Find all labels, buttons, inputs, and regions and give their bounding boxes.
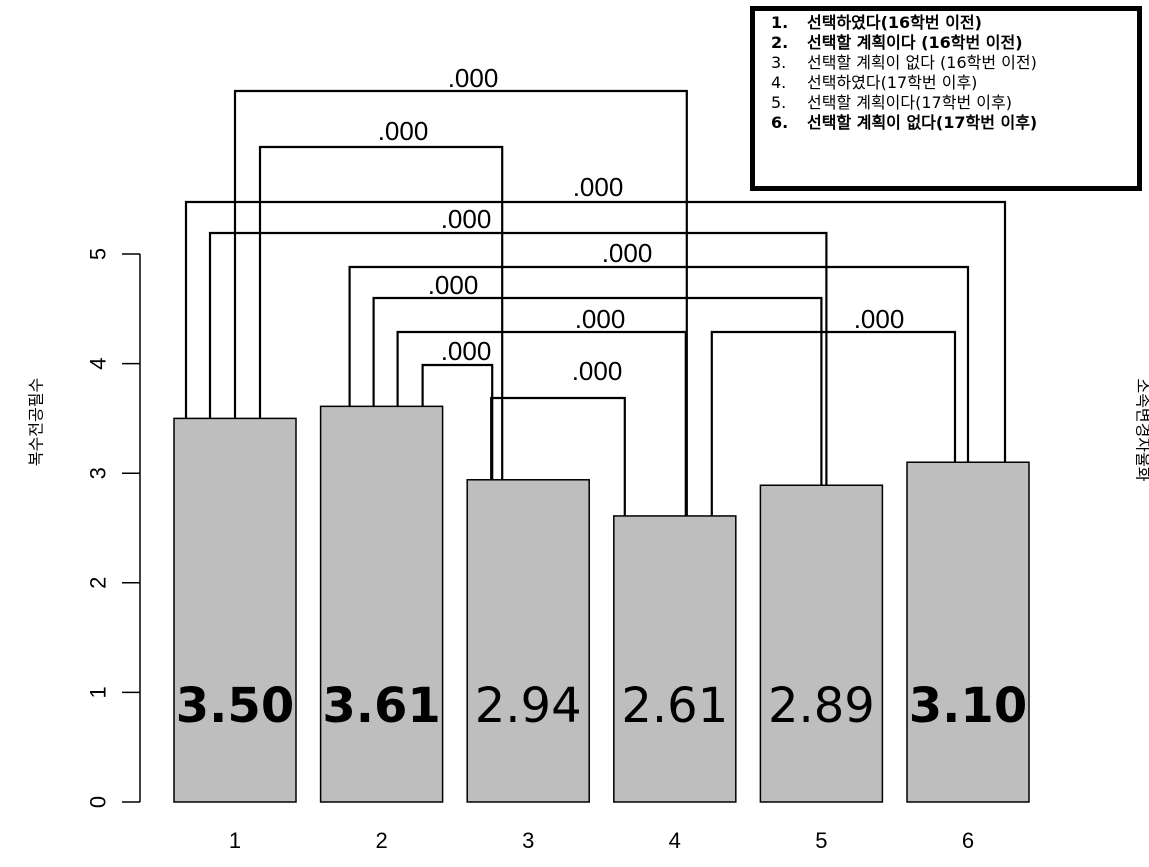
comparison-bracket [710, 330, 957, 516]
legend-item-label: 선택할 계획이다(17학번 이후) [807, 93, 1012, 112]
legend-item-number: 2. [771, 33, 789, 52]
legend-item: 2. 선택할 계획이다 (16학번 이전) [771, 33, 1131, 53]
legend-item-number: 6. [771, 113, 789, 132]
labels: 3.50 1 3.61 2 2.94 3 2.61 4 2.89 5 3.10 6 .000 .000 .0… [176, 63, 1027, 853]
bar-value-label: 2.89 [768, 678, 875, 734]
y-axis-title: 복수전공필수 [27, 378, 46, 466]
p-value-label: .000 [572, 356, 623, 386]
legend-item-number: 1. [771, 13, 789, 32]
x-tick-label: 2 [375, 828, 387, 853]
legend-item: 1. 선택하였다(16학번 이전) [771, 13, 1131, 33]
bar [906, 461, 1030, 803]
p-value-label: .000 [602, 238, 653, 268]
legend-item: 6. 선택할 계획이 없다(17학번 이후) [771, 113, 1131, 133]
bar [173, 417, 297, 803]
bar-value-label: 2.61 [621, 678, 728, 734]
legend-item-label: 선택할 계획이 없다(17학번 이후) [807, 113, 1038, 132]
legend-item-number: 5. [771, 93, 787, 112]
comparison-bracket [184, 200, 1007, 463]
bar-value-label: 3.50 [176, 678, 294, 734]
comparison-bracket [233, 89, 688, 516]
x-tick-label: 5 [815, 828, 827, 853]
bar-value-label: 3.10 [909, 678, 1027, 734]
y-tick-label: 5 [86, 248, 111, 260]
legend-item-label: 선택할 계획이 없다 (16학번 이전) [807, 53, 1037, 72]
p-value-label: .000 [573, 172, 624, 202]
comparison-bracket [348, 265, 970, 463]
p-value-label: .000 [378, 116, 429, 146]
legend-item: 3. 선택할 계획이 없다 (16학번 이전) [771, 53, 1131, 73]
legend-item-label: 선택하였다(17학번 이후) [807, 73, 978, 92]
bar [613, 515, 737, 803]
p-value-label: .000 [441, 336, 492, 366]
x-tick-label: 4 [669, 828, 681, 853]
bar-value-label: 2.94 [475, 678, 582, 734]
right-axis-title: 소속변경자율화 [1134, 378, 1149, 481]
p-value-label: .000 [428, 270, 479, 300]
bar [319, 405, 444, 803]
legend-item-number: 3. [771, 53, 787, 72]
p-value-label: .000 [854, 304, 905, 334]
legend-item: 5. 선택할 계획이다(17학번 이후) [771, 93, 1131, 113]
legend-item-label: 선택하였다(16학번 이전) [807, 13, 982, 32]
legend-item: 4. 선택하였다(17학번 이후) [771, 73, 1131, 93]
y-tick-label: 1 [86, 686, 111, 698]
comparison-brackets [184, 89, 1007, 516]
comparison-bracket [490, 396, 626, 516]
bar [759, 484, 884, 803]
x-tick-label: 3 [522, 828, 534, 853]
x-tick-label: 6 [962, 828, 974, 853]
y-tick-label: 0 [86, 796, 111, 808]
legend-list: 1. 선택하였다(16학번 이전) 2. 선택할 계획이다 (16학번 이전) 3. 선택… [771, 13, 1131, 133]
y-tick-label: 4 [86, 357, 111, 369]
x-tick-label: 1 [229, 828, 241, 853]
p-value-label: .000 [575, 304, 626, 334]
comparison-bracket [396, 330, 687, 516]
y-tick-label: 3 [86, 467, 111, 479]
comparison-bracket [372, 296, 823, 486]
comparison-bracket [258, 145, 504, 480]
legend: 1. 선택하였다(16학번 이전) 2. 선택할 계획이다 (16학번 이전) 3. 선택… [750, 6, 1142, 191]
legend-item-number: 4. [771, 73, 787, 92]
y-axis: 0 1 2 3 4 5 복수전공필수 소속변경자율화 [27, 248, 1149, 808]
y-tick-label: 2 [86, 577, 111, 589]
comparison-bracket [208, 231, 828, 486]
p-value-label: .000 [448, 63, 499, 93]
bar [466, 479, 590, 803]
legend-item-label: 선택할 계획이다 (16학번 이전) [807, 33, 1023, 52]
bars [173, 405, 1030, 803]
bar-value-label: 3.61 [322, 678, 440, 734]
p-value-label: .000 [441, 204, 492, 234]
